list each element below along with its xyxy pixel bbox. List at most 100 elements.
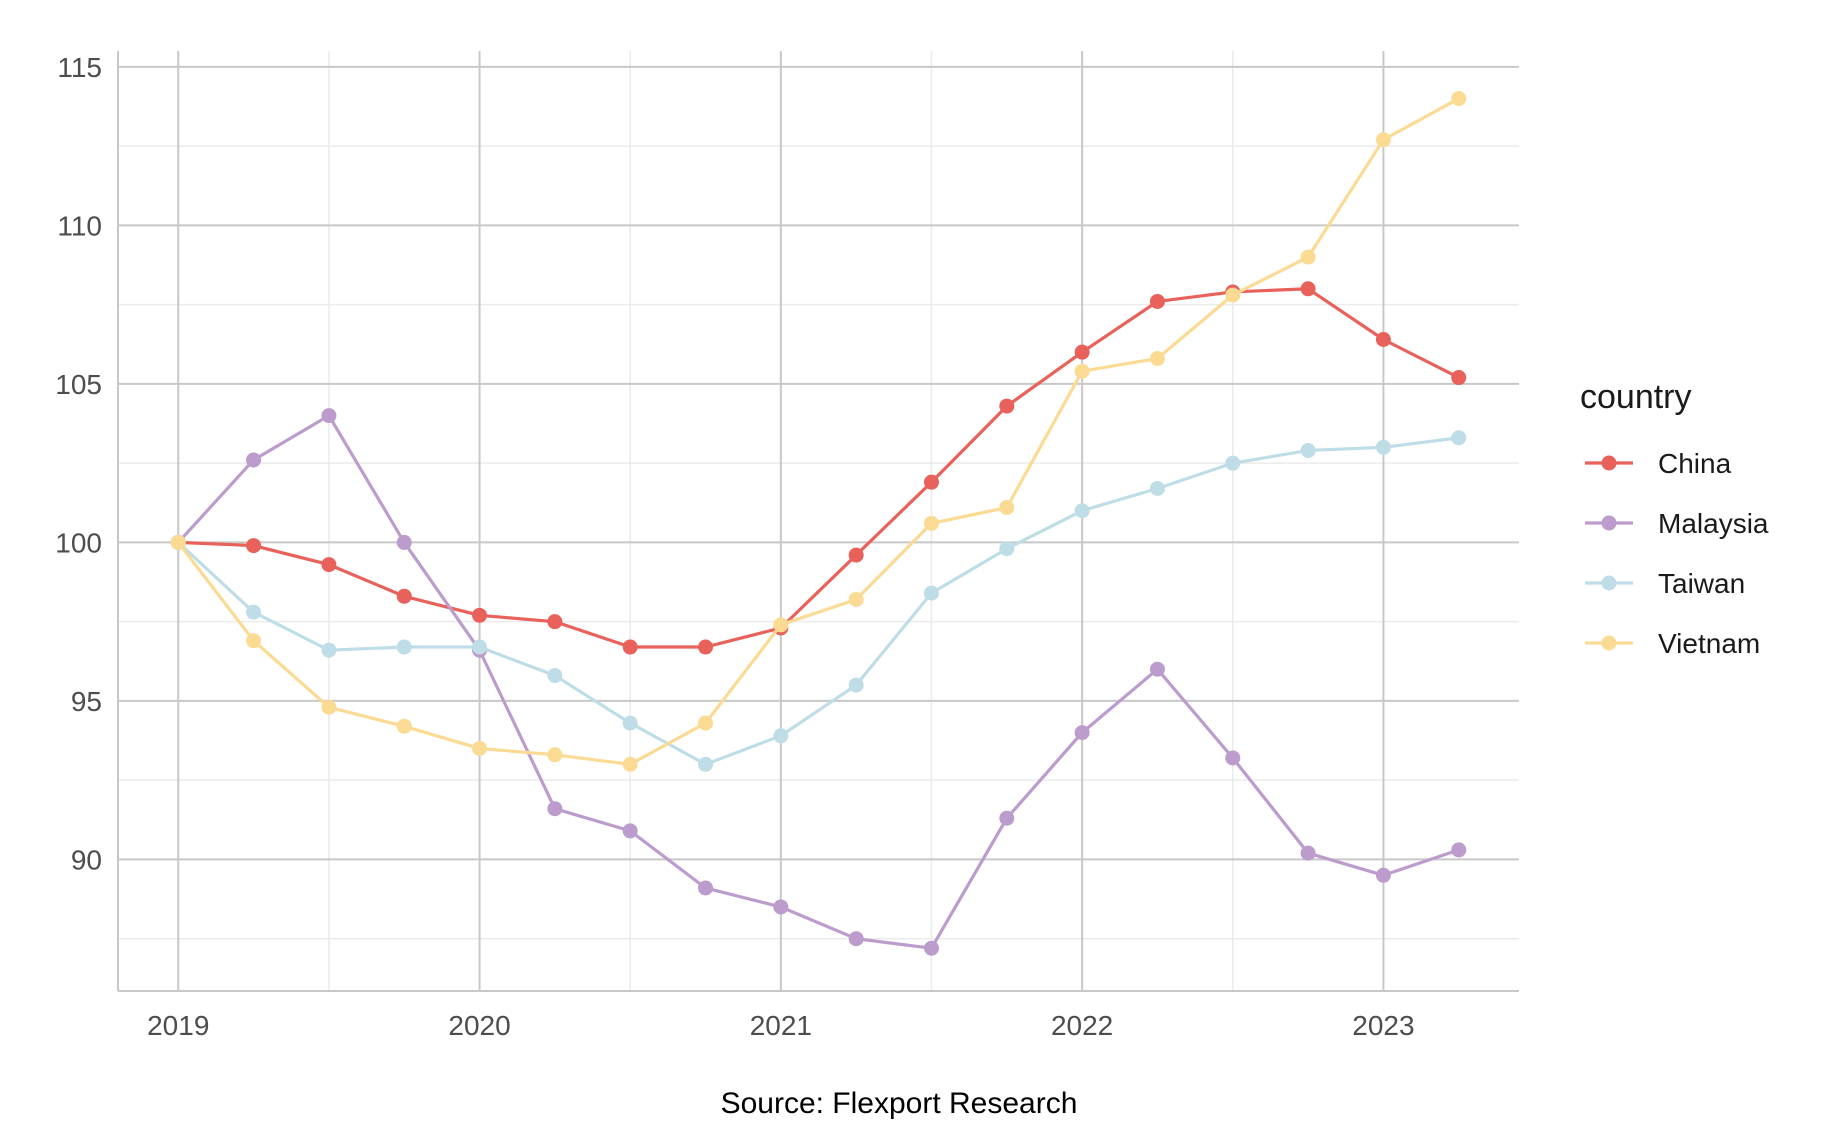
data-point-malaysia [923, 940, 939, 956]
data-point-taiwan [698, 756, 714, 772]
data-point-vietnam [321, 699, 337, 715]
series-malaysia [170, 408, 1467, 956]
data-point-taiwan [1225, 455, 1241, 471]
data-point-vietnam [1375, 132, 1391, 148]
data-point-malaysia [999, 810, 1015, 826]
source-caption: Source: Flexport Research [721, 1087, 1078, 1120]
y-tick-label: 100 [55, 527, 102, 558]
legend-swatch-point [1601, 575, 1617, 591]
data-point-taiwan [773, 728, 789, 744]
data-point-malaysia [1300, 845, 1316, 861]
data-point-china [999, 398, 1015, 414]
legend-label-china: China [1658, 448, 1732, 479]
data-point-malaysia [1375, 867, 1391, 883]
data-point-taiwan [1074, 503, 1090, 519]
data-point-taiwan [472, 639, 488, 655]
data-point-taiwan [246, 604, 262, 620]
data-point-vietnam [1074, 363, 1090, 379]
data-point-china [1074, 344, 1090, 360]
y-tick-label: 105 [55, 369, 102, 400]
series-china [170, 281, 1467, 655]
data-point-vietnam [1300, 249, 1316, 265]
series-line-china [176, 287, 1461, 649]
legend-item-malaysia: Malaysia [1585, 508, 1769, 539]
data-point-taiwan [1300, 442, 1316, 458]
legend-swatch-point [1601, 515, 1617, 531]
data-point-china [547, 614, 563, 630]
data-point-vietnam [923, 515, 939, 531]
data-point-malaysia [547, 801, 563, 817]
data-point-taiwan [622, 715, 638, 731]
legend-item-vietnam: Vietnam [1585, 628, 1760, 659]
legend: country China Malaysia Taiwan Vietnam [1580, 378, 1769, 659]
series-vietnam [170, 91, 1467, 772]
data-point-vietnam [999, 500, 1015, 516]
data-point-china [1300, 281, 1316, 297]
data-point-china [848, 547, 864, 563]
x-tick-label: 2022 [1051, 1010, 1113, 1041]
data-point-vietnam [547, 747, 563, 763]
data-point-china [622, 639, 638, 655]
data-point-malaysia [396, 534, 412, 550]
y-tick-label: 110 [57, 210, 102, 241]
legend-swatch-point [1601, 635, 1617, 651]
x-tick-label: 2021 [750, 1010, 812, 1041]
x-tick-label: 2020 [448, 1010, 510, 1041]
data-point-china [1451, 370, 1467, 386]
data-point-taiwan [396, 639, 412, 655]
data-point-malaysia [321, 408, 337, 424]
series-lines [170, 91, 1467, 956]
data-point-taiwan [547, 668, 563, 684]
y-tick-label: 95 [71, 686, 102, 717]
data-point-vietnam [698, 715, 714, 731]
data-point-vietnam [622, 756, 638, 772]
data-point-vietnam [396, 718, 412, 734]
legend-item-taiwan: Taiwan [1585, 568, 1745, 599]
x-tick-label: 2019 [147, 1010, 209, 1041]
data-point-taiwan [1375, 439, 1391, 455]
data-point-china [472, 607, 488, 623]
data-point-malaysia [1225, 750, 1241, 766]
legend-label-taiwan: Taiwan [1658, 568, 1745, 599]
legend-label-vietnam: Vietnam [1658, 628, 1760, 659]
data-point-china [923, 474, 939, 490]
data-point-malaysia [246, 452, 262, 468]
legend-title: country [1580, 378, 1692, 416]
data-point-china [1149, 293, 1165, 309]
legend-item-china: China [1585, 448, 1732, 479]
grid [118, 51, 1519, 991]
axes: 90 95 100 105 110 115 2019 2020 2021 2022 2023 [55, 51, 1519, 1041]
data-point-china [396, 588, 412, 604]
data-point-taiwan [1149, 481, 1165, 497]
data-point-malaysia [773, 899, 789, 915]
data-point-taiwan [321, 642, 337, 658]
data-point-vietnam [1225, 287, 1241, 303]
data-point-vietnam [246, 633, 262, 649]
series-line-taiwan [176, 436, 1461, 766]
x-tick-label: 2023 [1352, 1010, 1414, 1041]
series-line-vietnam [176, 96, 1461, 766]
data-point-vietnam [472, 740, 488, 756]
data-point-china [1375, 331, 1391, 347]
data-point-malaysia [1074, 725, 1090, 741]
series-taiwan [170, 430, 1467, 772]
data-point-malaysia [848, 931, 864, 947]
data-point-taiwan [999, 541, 1015, 557]
data-point-vietnam [848, 591, 864, 607]
data-point-malaysia [1451, 842, 1467, 858]
data-point-vietnam [1451, 91, 1467, 107]
legend-swatch-point [1601, 455, 1617, 471]
data-point-china [246, 538, 262, 554]
data-point-vietnam [1149, 351, 1165, 367]
data-point-china [321, 557, 337, 573]
data-point-malaysia [698, 880, 714, 896]
data-point-china [698, 639, 714, 655]
data-point-vietnam [773, 617, 789, 633]
data-point-vietnam [170, 534, 186, 550]
series-line-malaysia [176, 413, 1461, 950]
legend-label-malaysia: Malaysia [1658, 508, 1769, 539]
y-tick-label: 115 [57, 52, 102, 83]
data-point-malaysia [1149, 661, 1165, 677]
